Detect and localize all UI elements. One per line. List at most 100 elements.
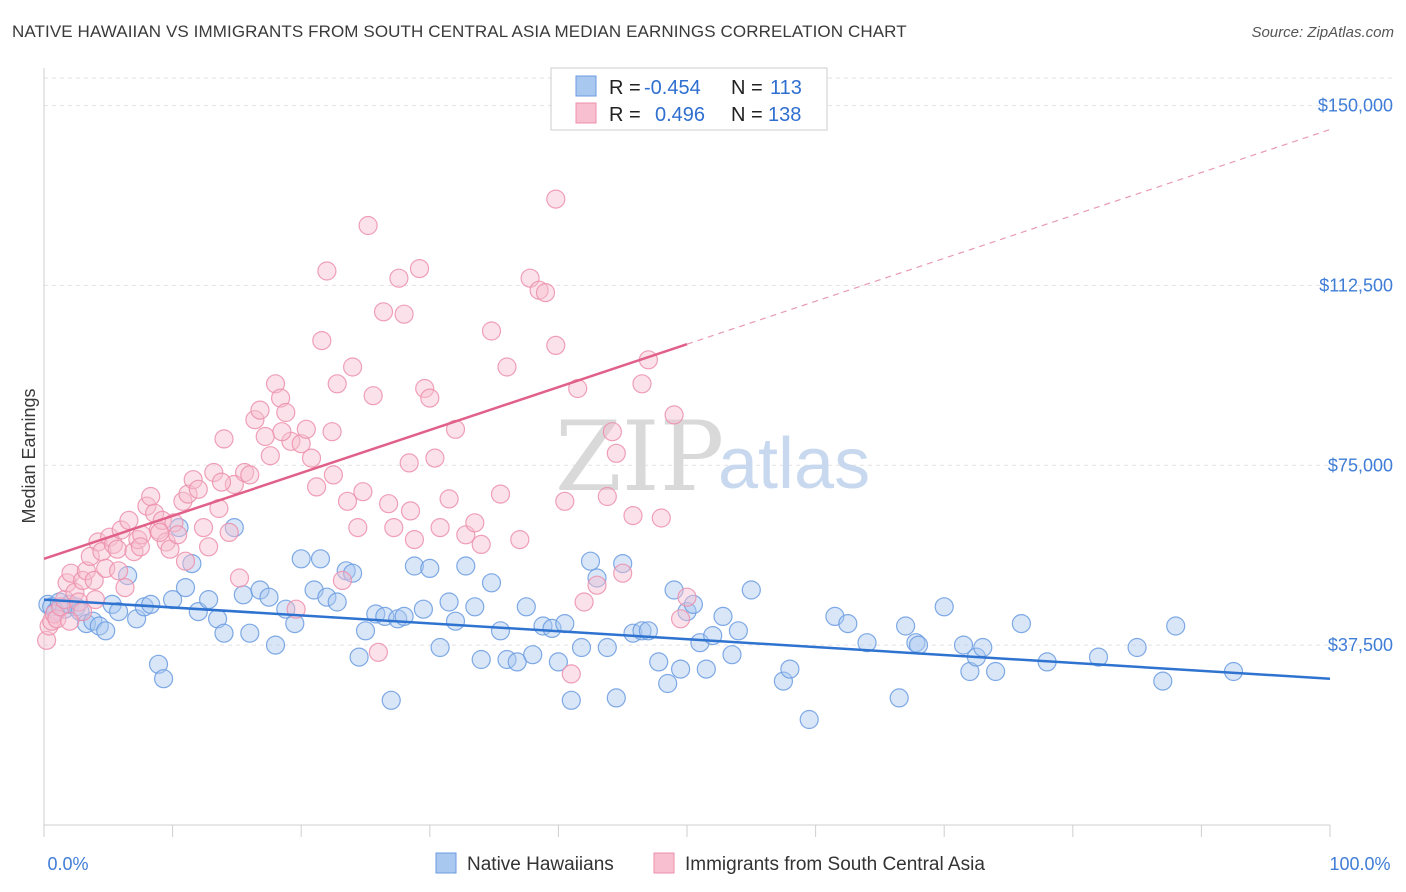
immigrants-point bbox=[276, 402, 296, 423]
native-hawaiians-point bbox=[240, 623, 260, 643]
native-hawaiians-point bbox=[291, 549, 311, 569]
native-hawaiians-point bbox=[516, 597, 536, 617]
immigrants-point bbox=[546, 189, 566, 209]
immigrants-point bbox=[332, 570, 352, 591]
immigrants-point bbox=[420, 388, 440, 408]
x-tick-label-end: 100.0% bbox=[1329, 854, 1390, 874]
native-hawaiians-point bbox=[355, 621, 376, 641]
native-hawaiians-point bbox=[571, 637, 592, 658]
native-hawaiians-point bbox=[507, 652, 527, 672]
native-hawaiians-point bbox=[713, 606, 733, 627]
immigrants-point bbox=[141, 486, 161, 507]
native-hawaiians-point bbox=[677, 601, 697, 622]
immigrants-point bbox=[108, 561, 129, 581]
immigrants-point bbox=[670, 609, 691, 629]
immigrants-point bbox=[168, 525, 188, 545]
immigrants-point bbox=[211, 472, 232, 492]
immigrants-point bbox=[272, 422, 292, 442]
immigrants-point bbox=[72, 570, 93, 591]
native-hawaiians-point bbox=[1153, 671, 1173, 691]
legend-r-value-2: 0.496 bbox=[655, 104, 705, 126]
immigrants-point bbox=[400, 501, 421, 521]
immigrants-point bbox=[677, 587, 697, 607]
series-legend-swatch-immigrants bbox=[653, 852, 675, 874]
immigrants-point bbox=[322, 422, 342, 442]
y-tick-label: $75,000 bbox=[1328, 455, 1393, 475]
immigrants-point bbox=[255, 426, 275, 447]
immigrants-point bbox=[61, 563, 81, 583]
chart-title: NATIVE HAWAIIAN VS IMMIGRANTS FROM SOUTH… bbox=[12, 22, 907, 41]
native-hawaiians-point bbox=[1166, 616, 1186, 636]
native-hawaiians-point bbox=[696, 659, 716, 679]
native-hawaiians-point bbox=[404, 556, 424, 576]
native-hawaiians-point bbox=[259, 587, 279, 607]
native-hawaiians-point bbox=[317, 587, 337, 607]
native-hawaiians-point bbox=[1127, 637, 1147, 658]
immigrants-point bbox=[265, 374, 286, 394]
immigrants-point bbox=[188, 479, 208, 499]
native-hawaiians-point bbox=[233, 585, 253, 605]
native-hawaiians-point bbox=[141, 594, 161, 615]
immigrants-point bbox=[651, 508, 671, 528]
immigrants-point bbox=[193, 517, 214, 538]
data-points bbox=[36, 189, 1244, 730]
immigrants-point bbox=[183, 470, 203, 490]
native-hawaiians-point bbox=[889, 688, 909, 708]
native-hawaiians-point bbox=[154, 669, 174, 689]
y-axis-label: Median Earnings bbox=[19, 388, 39, 523]
immigrants-point bbox=[535, 283, 556, 303]
native-hawaiians-point bbox=[906, 633, 926, 653]
immigrants-point bbox=[175, 551, 196, 571]
native-hawaiians-point bbox=[548, 652, 569, 672]
legend-r-value-1: -0.454 bbox=[644, 77, 701, 99]
immigrants-point bbox=[119, 510, 139, 531]
native-hawaiians-point bbox=[670, 659, 691, 679]
immigrants-point bbox=[465, 513, 485, 533]
native-hawaiians-point bbox=[973, 637, 993, 658]
immigrants-point bbox=[137, 496, 157, 516]
immigrants-point bbox=[430, 517, 450, 538]
native-hawaiians-point bbox=[175, 577, 196, 598]
immigrants-point bbox=[561, 664, 581, 684]
immigrants-point bbox=[245, 410, 265, 430]
immigrants-point bbox=[240, 465, 260, 485]
immigrants-point bbox=[664, 405, 684, 425]
immigrants-point bbox=[150, 522, 170, 543]
immigrants-point bbox=[613, 563, 633, 583]
native-hawaiians-point bbox=[420, 558, 440, 579]
immigrants-point bbox=[214, 429, 234, 449]
native-hawaiians-point bbox=[780, 659, 800, 679]
immigrants-point bbox=[84, 570, 104, 591]
watermark-atlas: atlas bbox=[718, 424, 870, 504]
native-hawaiians-point bbox=[908, 635, 929, 655]
immigrants-point bbox=[323, 465, 343, 485]
native-hawaiians-point bbox=[857, 633, 877, 653]
immigrants-trend-line-extension bbox=[686, 128, 1331, 345]
legend-n-label-1: N = bbox=[731, 77, 763, 99]
watermark-zip: ZIP bbox=[555, 401, 724, 513]
immigrants-point bbox=[36, 630, 57, 650]
immigrants-trend-line bbox=[43, 342, 688, 560]
native-hawaiians-point bbox=[953, 635, 974, 655]
immigrants-point bbox=[107, 539, 127, 559]
series-legend-label-native-hawaiians: Native Hawaiians bbox=[467, 854, 614, 875]
native-hawaiians-point bbox=[439, 592, 459, 612]
immigrants-point bbox=[602, 422, 623, 442]
native-hawaiians-point bbox=[349, 647, 369, 667]
legend-swatch-native-hawaiians bbox=[575, 75, 597, 97]
immigrants-point bbox=[587, 575, 607, 595]
y-tick-label: $37,500 bbox=[1328, 635, 1393, 655]
immigrants-point bbox=[178, 484, 198, 504]
native-hawaiians-point bbox=[741, 580, 761, 600]
immigrants-point bbox=[250, 400, 270, 420]
grid bbox=[44, 77, 1395, 646]
immigrants-point bbox=[307, 477, 327, 497]
immigrants-point bbox=[76, 561, 97, 581]
native-hawaiians-point bbox=[108, 601, 129, 622]
native-hawaiians-point bbox=[934, 597, 954, 617]
immigrants-point bbox=[409, 259, 430, 279]
native-hawaiians-point bbox=[580, 551, 601, 571]
series-legend: Native Hawaiians Immigrants from South C… bbox=[435, 852, 985, 875]
native-hawaiians-point bbox=[561, 690, 581, 710]
immigrants-point bbox=[260, 446, 280, 466]
